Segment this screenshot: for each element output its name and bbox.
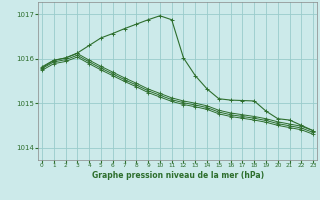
X-axis label: Graphe pression niveau de la mer (hPa): Graphe pression niveau de la mer (hPa) (92, 171, 264, 180)
